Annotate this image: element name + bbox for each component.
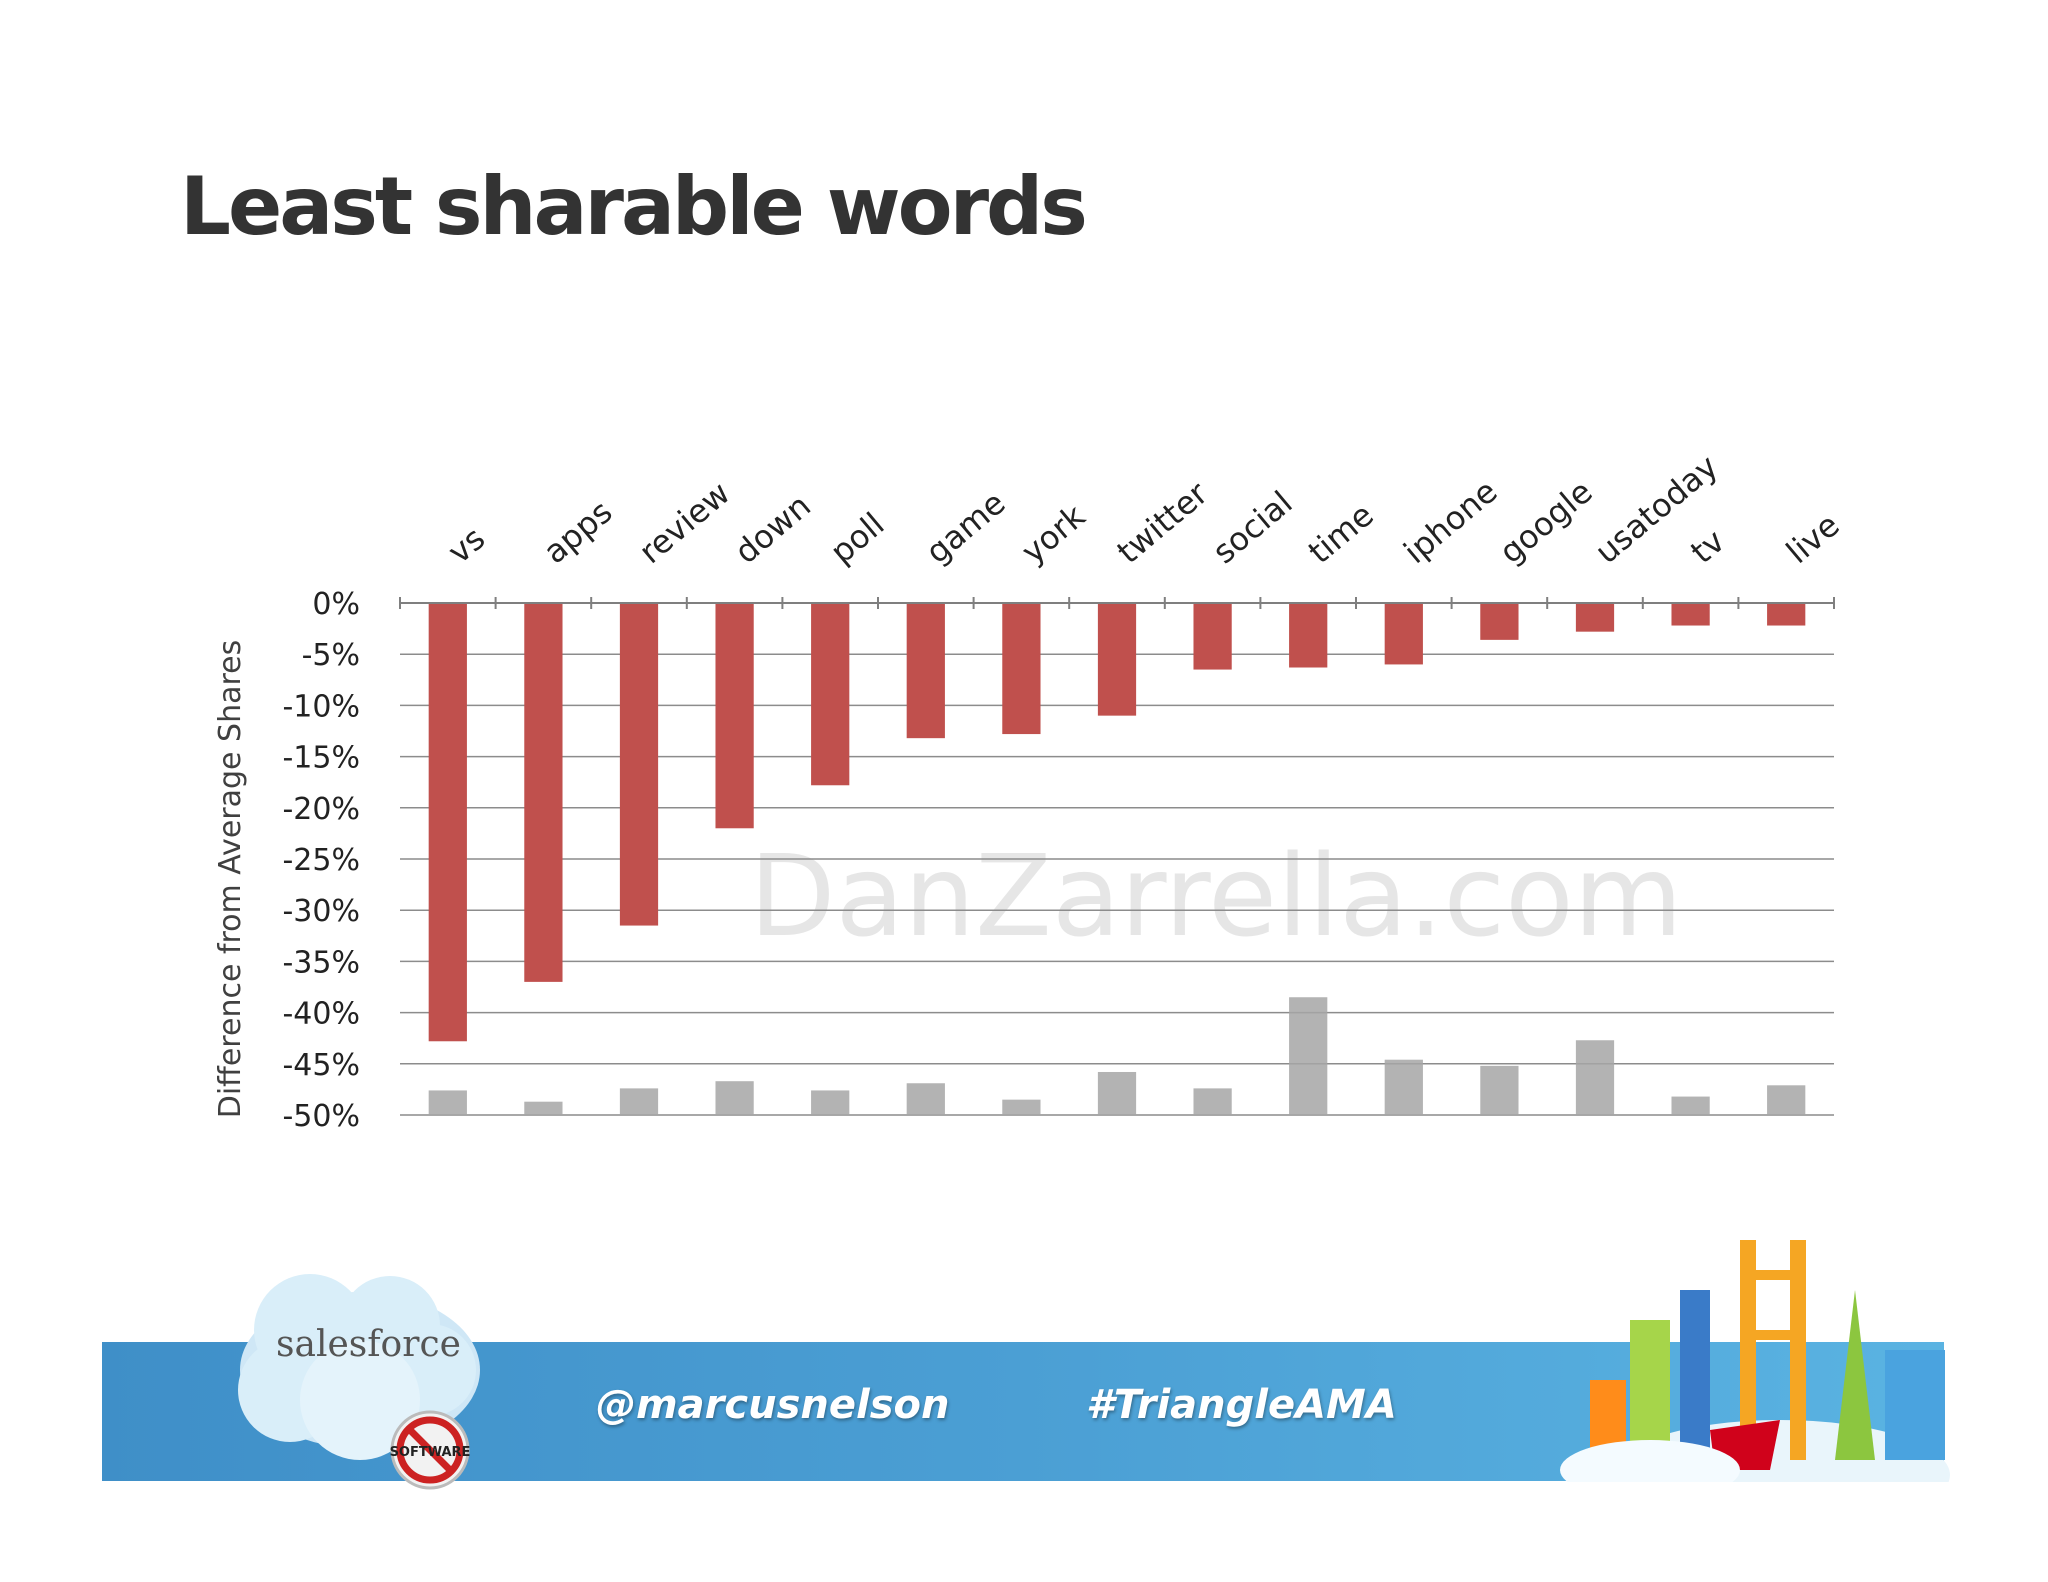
footer-hashtag: #TriangleAMA [1086,1382,1397,1428]
reflection-bar-twitter [1097,1071,1137,1115]
reflection-bar-time [1289,997,1328,1115]
reflection-bar-live [1767,1085,1806,1115]
bar-chart: DanZarrella.com 0% -5% -10% -15% -20% -25% -30… [213,447,1847,1134]
reflection-bar-tv [1671,1096,1710,1115]
x-category-label: live [1779,506,1847,571]
city-skyline-illustration [1560,1240,1950,1482]
y-tick-label: -10% [282,689,360,724]
cloud-icon: SOFTWARE [238,1274,480,1490]
reflection-bar-iphone [1384,1059,1423,1115]
reflection-bar-game [906,1083,945,1115]
salesforce-logo: SOFTWARE salesforce [220,1260,500,1500]
bar-review [619,603,659,926]
x-category-label: apps [536,493,619,572]
reflection-bar-review [619,1088,659,1115]
x-category-label: down [727,487,818,572]
y-tick-label: -50% [282,1099,360,1134]
x-category-label: york [1014,497,1093,572]
reflection-bar-usatoday [1575,1040,1615,1115]
reflection-bar-down [715,1081,754,1115]
bar-vs [428,603,467,1042]
y-tick-label: -35% [282,945,360,980]
reflection-bars [428,997,1806,1115]
data-bars [428,603,1806,1042]
x-category-label: tv [1683,522,1732,571]
bar-time [1289,603,1328,668]
watermark-text: DanZarrella.com [749,832,1682,962]
footer-twitter-handle: @marcusnelson [596,1382,950,1428]
y-tick-label: -20% [282,792,360,827]
y-tick-label: -45% [282,1048,360,1083]
x-category-label: google [1492,472,1599,571]
bar-google [1480,603,1519,640]
bar-social [1193,603,1232,670]
reflection-bar-vs [428,1090,467,1115]
bar-apps [524,603,563,982]
y-tick-label: -25% [282,843,360,878]
bar-poll [811,603,850,786]
bar-usatoday [1575,603,1615,632]
salesforce-wordmark: salesforce [276,1324,461,1365]
x-category-label: poll [823,505,892,571]
slide-title: Least sharable words [180,160,1088,253]
bar-down [715,603,754,829]
bar-york [1002,603,1041,735]
x-category-label: twitter [1110,474,1216,571]
no-software-badge-text: SOFTWARE [390,1445,471,1460]
y-tick-labels: 0% -5% -10% -15% -20% -25% -30% -35% -40% -45% -50… [282,587,360,1134]
bar-tv [1671,603,1710,626]
x-category-label: time [1301,496,1381,572]
x-category-label: review [632,474,737,571]
bar-iphone [1384,603,1423,665]
bar-live [1767,603,1806,626]
x-category-label: social [1205,483,1299,571]
y-tick-label: -30% [282,894,360,929]
y-tick-label: -40% [282,997,360,1032]
y-tick-label: 0% [312,587,360,622]
x-category-label: vs [441,519,493,571]
bar-twitter [1097,603,1137,716]
reflection-bar-poll [811,1090,850,1115]
bar-game [906,603,945,739]
reflection-bar-york [1002,1099,1041,1115]
reflection-bar-social [1193,1088,1232,1115]
reflection-bar-apps [524,1101,563,1115]
y-tick-label: -5% [302,638,360,673]
y-tick-label: -15% [282,741,360,776]
x-category-label: iphone [1397,472,1505,571]
y-axis-label: Difference from Average Shares [213,640,248,1118]
reflection-bar-google [1480,1065,1519,1115]
x-category-label: game [919,484,1013,571]
